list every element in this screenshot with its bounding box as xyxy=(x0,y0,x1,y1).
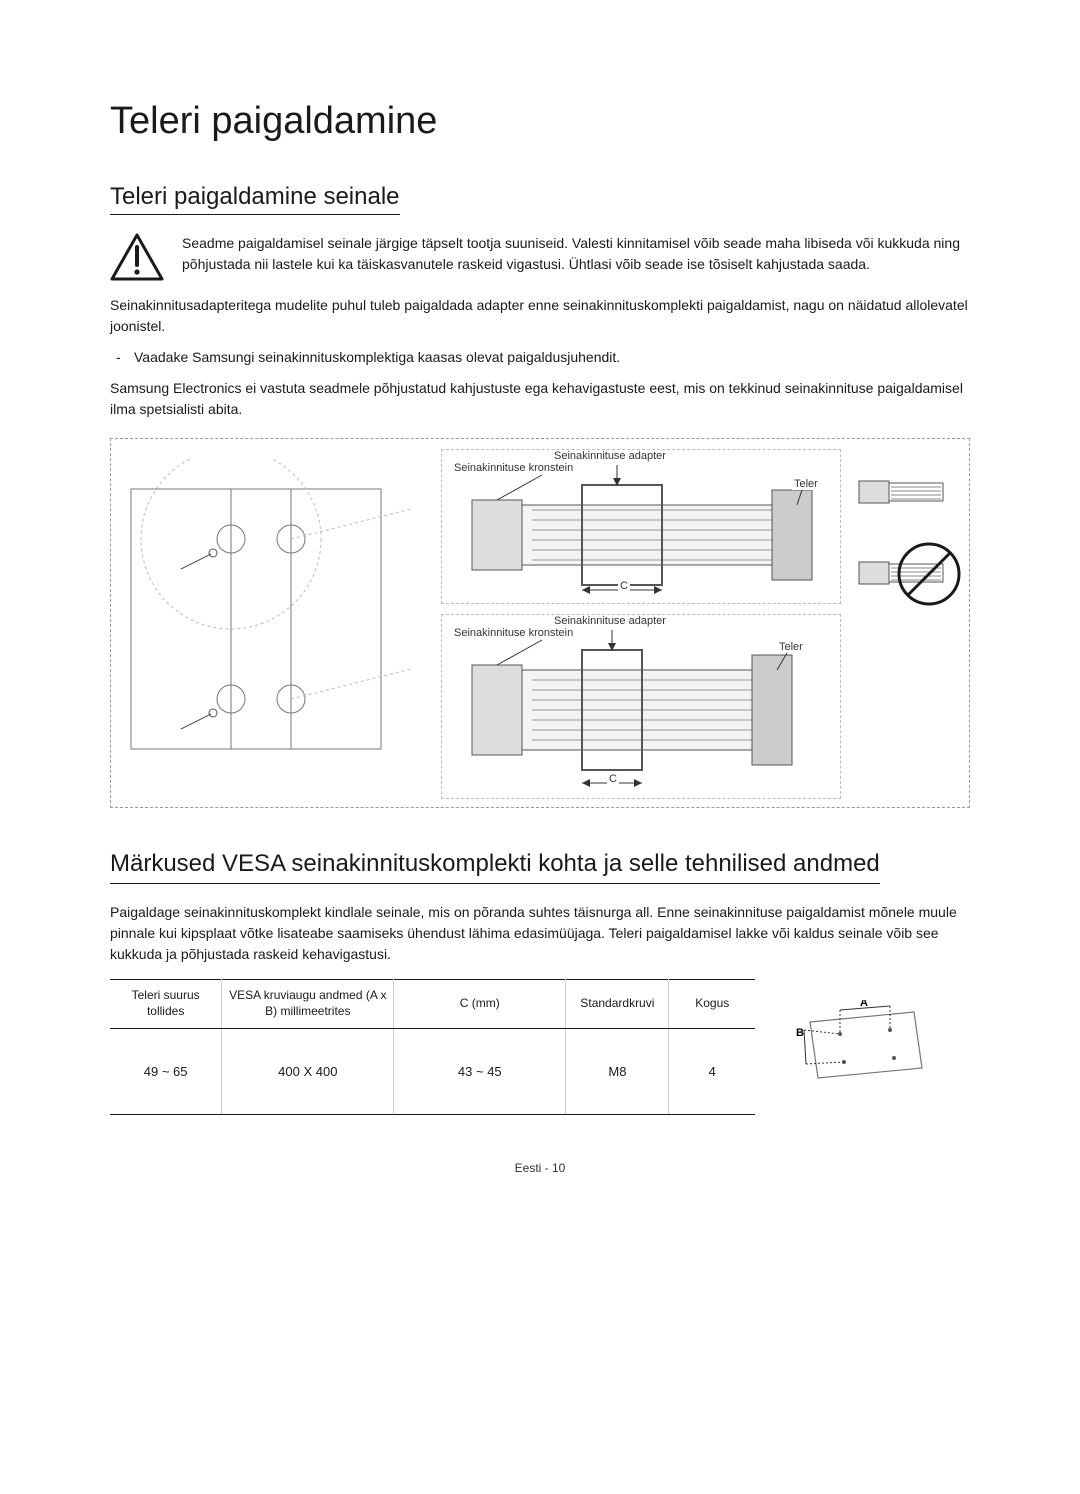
section2-heading: Märkused VESA seinakinnituskomplekti koh… xyxy=(110,848,880,884)
diagram-label-bracket-2: Seinakinnituse kronstein xyxy=(452,627,575,639)
td-screw: M8 xyxy=(566,1028,669,1114)
diagram-label-c-1: C xyxy=(618,580,630,592)
section2-para: Paigaldage seinakinnituskomplekt kindlal… xyxy=(110,902,970,965)
bolt-crosssection-bottom: Seinakinnituse kronstein Seinakinnituse … xyxy=(441,614,841,799)
th-size: Teleri suurus tollides xyxy=(110,980,222,1028)
tv-ab-schematic-icon: A B xyxy=(792,1000,932,1090)
warning-block: Seadme paigaldamisel seinale järgige täp… xyxy=(110,233,970,281)
vesa-table: Teleri suurus tollides VESA kruviaugu an… xyxy=(110,979,970,1114)
td-vesa: 400 X 400 xyxy=(222,1028,394,1114)
schematic-label-a: A xyxy=(861,1000,869,1009)
section1-para2: Samsung Electronics ei vastuta seadmele … xyxy=(110,378,970,420)
warning-triangle-icon xyxy=(110,233,164,281)
th-screw: Standardkruvi xyxy=(566,980,669,1028)
section1-bullet1: Vaadake Samsungi seinakinnituskomplektig… xyxy=(134,347,970,368)
diagram-label-tv-2: Teler xyxy=(777,641,805,653)
th-schematic: A B xyxy=(755,980,970,1114)
tv-mount-schematic-left xyxy=(121,459,431,789)
page-title: Teleri paigaldamine xyxy=(110,100,970,143)
diagram-area: Seinakinnituse kronstein Seinakinnituse … xyxy=(110,438,970,808)
diagram-label-tv-1: Teler xyxy=(792,478,820,490)
page-footer: Eesti - 10 xyxy=(110,1161,970,1175)
table-header-row: Teleri suurus tollides VESA kruviaugu an… xyxy=(110,980,970,1028)
diagram-label-c-2: C xyxy=(607,773,619,785)
schematic-label-b: B xyxy=(796,1027,804,1039)
diagram-label-adapter-2: Seinakinnituse adapter xyxy=(552,615,668,627)
th-qty: Kogus xyxy=(669,980,755,1028)
warning-text: Seadme paigaldamisel seinale järgige täp… xyxy=(182,233,970,275)
spacer-ok-icon xyxy=(851,457,961,527)
diagram-label-adapter-1: Seinakinnituse adapter xyxy=(552,450,668,462)
section1-heading: Teleri paigaldamine seinale xyxy=(110,183,400,215)
diagram-box: Seinakinnituse kronstein Seinakinnituse … xyxy=(110,438,970,808)
spacer-no-icon xyxy=(851,534,961,614)
th-vesa: VESA kruviaugu andmed (A x B) millimeetr… xyxy=(222,980,394,1028)
diagram-label-bracket-1: Seinakinnituse kronstein xyxy=(452,462,575,474)
th-c: C (mm) xyxy=(394,980,566,1028)
section1-para1: Seinakinnitusadapteritega mudelite puhul… xyxy=(110,295,970,337)
bolt-crosssection-top: Seinakinnituse kronstein Seinakinnituse … xyxy=(441,449,841,604)
td-size: 49 ~ 65 xyxy=(110,1028,222,1114)
td-qty: 4 xyxy=(669,1028,755,1114)
td-c: 43 ~ 45 xyxy=(394,1028,566,1114)
